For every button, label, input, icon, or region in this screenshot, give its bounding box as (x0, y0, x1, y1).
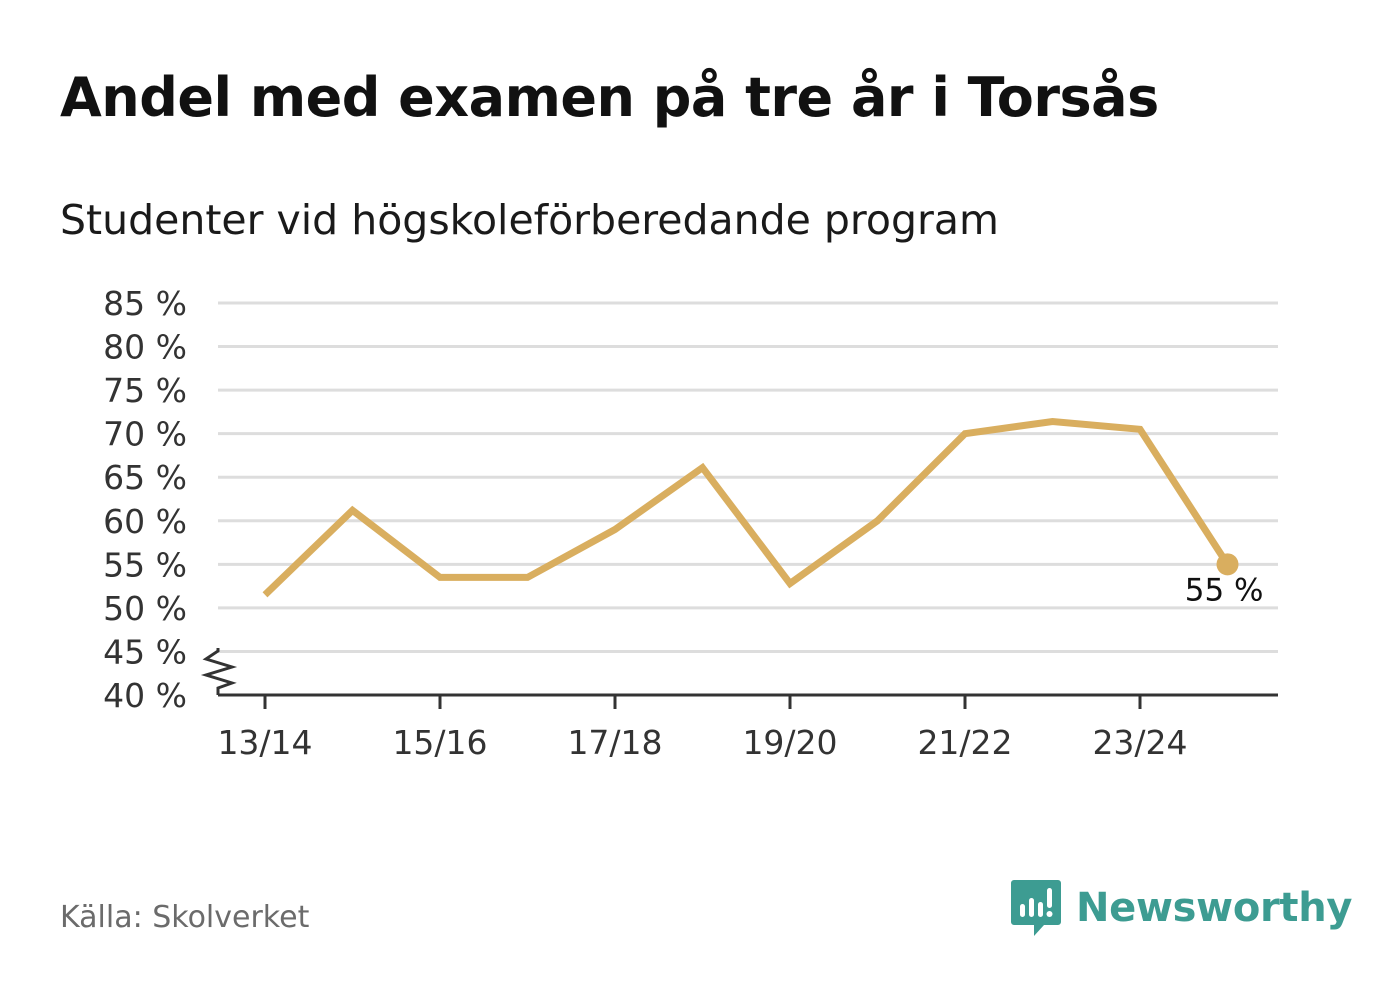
series-end-point (1216, 553, 1239, 576)
chart-subtitle: Studenter vid högskoleförberedande progr… (60, 196, 999, 244)
chart-title: Andel med examen på tre år i Torsås (60, 66, 1159, 129)
y-tick-label: 50 % (103, 589, 187, 628)
y-axis-break (200, 648, 238, 695)
source-note: Källa: Skolverket (60, 900, 310, 935)
y-tick-label: 40 % (103, 676, 187, 715)
x-axis (200, 648, 1278, 709)
y-tick-label: 60 % (103, 502, 187, 541)
newsworthy-logo-text: Newsworthy (1076, 885, 1353, 931)
y-tick-label: 45 % (103, 632, 187, 671)
series-layer: 55 % (262, 417, 1267, 612)
x-tick-label: 13/14 (217, 723, 312, 762)
x-tick-label: 15/16 (392, 723, 487, 762)
x-tick-label: 17/18 (567, 723, 662, 762)
series-line (262, 417, 1231, 598)
y-tick-label: 85 % (103, 284, 187, 323)
y-tick-label: 75 % (103, 371, 187, 410)
x-tick-label: 23/24 (1092, 723, 1187, 762)
y-tick-label: 80 % (103, 328, 187, 367)
newsworthy-logo-icon (1011, 880, 1061, 936)
x-tick-label: 19/20 (742, 723, 837, 762)
x-axis-tick-labels: 13/14 15/16 17/18 19/20 21/22 23/24 (217, 723, 1187, 762)
y-tick-label: 65 % (103, 458, 187, 497)
y-tick-label: 70 % (103, 415, 187, 454)
x-tick-label: 21/22 (917, 723, 1012, 762)
newsworthy-logo: Newsworthy (1010, 878, 1353, 938)
y-tick-label: 55 % (103, 545, 187, 584)
gridlines (218, 301, 1278, 653)
end-value-label: 55 % (1185, 572, 1264, 608)
y-axis-tick-labels: 40 % 45 % 50 % 55 % 60 % 65 % 70 % 75 % 80 % 85 % (103, 284, 187, 715)
